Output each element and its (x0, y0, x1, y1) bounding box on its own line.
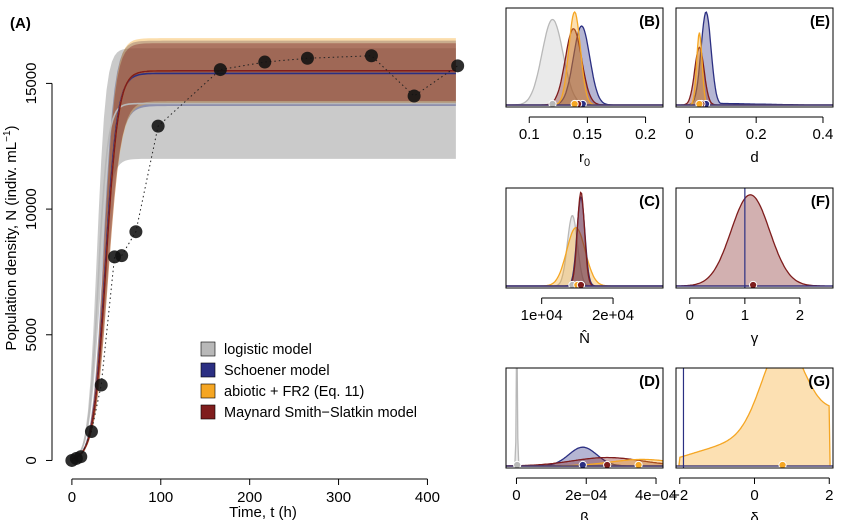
density-area (676, 188, 833, 288)
x-tick-label: 2 (796, 307, 804, 324)
x-tick-label: 100 (148, 489, 173, 506)
observation-point (151, 119, 165, 133)
density-area (676, 368, 833, 468)
x-axis-label: Time, t (h) (229, 504, 297, 520)
observation-point (364, 49, 378, 63)
median-point-abiotic (570, 99, 579, 109)
x-tick-label: 4e−04 (635, 487, 677, 504)
x-tick-label: 200 (237, 489, 262, 506)
panel-frame (675, 7, 834, 108)
observation-point (115, 249, 129, 263)
x-tick-label: 0.4 (813, 126, 834, 143)
x-tick-label: 0.2 (746, 126, 767, 143)
observation-point (129, 225, 143, 239)
median-point-abiotic (778, 460, 787, 470)
observation-point (451, 59, 465, 73)
y-tick-label: 10000 (23, 188, 40, 230)
observation-point (213, 63, 227, 77)
x-axis-label: δ (750, 510, 758, 520)
median-point-abiotic (634, 460, 643, 470)
panel-c-chart: 1e+04 2e+04N̂ (C) (505, 187, 664, 347)
band-logistic (71, 48, 456, 459)
x-tick-label: 2e−04 (565, 487, 607, 504)
x-tick-label: 0.2 (635, 126, 656, 143)
band-abiotic (71, 38, 456, 459)
legend-label-msm: Maynard Smith−Slatkin model (224, 405, 417, 421)
panel-f-chart: 0 1 2 γ (F) (675, 187, 834, 347)
panel-frame (505, 187, 664, 289)
panel-label: (G) (808, 373, 830, 390)
x-tick-label: 0 (685, 126, 693, 143)
x-axis-label: d (750, 149, 758, 166)
y-tick-label: 0 (23, 456, 40, 464)
panel-label: (A) (10, 15, 31, 32)
panel-d-chart: 0 2e−04 4e−04 β (D) (505, 367, 677, 520)
panel-e-chart: 0 0.2 0.4 d (E) (675, 7, 834, 166)
panel-g-chart: −2 0 2 δ (G) (671, 367, 834, 520)
x-axis-label: r0 (579, 149, 590, 169)
density-abiotic (676, 32, 833, 106)
band-msm (71, 43, 456, 459)
panel-label: (C) (639, 193, 660, 210)
observation-point (94, 378, 108, 392)
line-schoener (71, 72, 456, 460)
x-axis-label: β (580, 510, 589, 520)
legend-label-schoener: Schoener model (224, 363, 330, 379)
x-tick-label: 1 (741, 307, 749, 324)
observation-point (258, 55, 272, 69)
x-tick-label: 300 (326, 489, 351, 506)
panel-frame (675, 187, 834, 289)
median-point-msm (749, 280, 758, 290)
line-logistic (71, 102, 456, 460)
median-point-logistic (548, 99, 557, 109)
panel-frame (675, 367, 834, 469)
legend-label-logistic: logistic model (224, 342, 312, 358)
x-tick-label: 2 (825, 487, 833, 504)
median-point-msm (576, 280, 586, 290)
x-tick-label: 2e+04 (592, 307, 634, 324)
y-axis-label: Population density, N (indiv. mL−1) (2, 125, 20, 350)
median-point-logistic (513, 460, 522, 470)
x-tick-label: 0 (512, 487, 520, 504)
density-abiotic (676, 368, 833, 467)
panel-label: (E) (810, 13, 830, 30)
legend-label-abiotic: abiotic + FR2 (Eq. 11) (224, 384, 364, 400)
x-tick-label: 0 (686, 307, 694, 324)
panel-label: (D) (639, 373, 660, 390)
legend-swatch-schoener (200, 362, 216, 378)
x-tick-label: 0 (68, 489, 76, 506)
line-msm (71, 70, 456, 460)
x-tick-label: 0 (750, 487, 758, 504)
legend-swatch-msm (200, 404, 216, 420)
x-tick-label: 0.15 (573, 126, 602, 143)
observation-point (74, 450, 88, 464)
panel-b-chart: 0.1 0.15 0.2 r0 (B) (505, 7, 664, 169)
panel-label: (F) (811, 193, 830, 210)
panel-label: (B) (639, 13, 660, 30)
observation-point (407, 89, 421, 103)
x-axis-label: N̂ (579, 330, 590, 347)
observation-point (300, 51, 314, 65)
y-tick-label: 15000 (23, 63, 40, 105)
observation-point (84, 425, 98, 439)
x-axis-label: γ (751, 330, 759, 347)
median-point-abiotic (695, 99, 704, 109)
median-point-msm (603, 460, 612, 470)
density-msm (676, 194, 833, 287)
band-schoener (71, 40, 456, 459)
legend-swatch-logistic (200, 341, 216, 357)
x-tick-label: 1e+04 (521, 307, 563, 324)
legend-swatch-abiotic (200, 383, 216, 399)
x-tick-label: 0.1 (519, 126, 540, 143)
panel-frame (505, 7, 664, 108)
x-tick-label: −2 (671, 487, 688, 504)
panel-frame (505, 367, 664, 469)
panel-a-chart: 0 100 200 300 400 0 5000 10000 15000 Time, t (h) P… (2, 15, 465, 520)
y-tick-label: 5000 (23, 318, 40, 351)
median-point-schoener (578, 460, 587, 470)
x-tick-label: 400 (415, 489, 440, 506)
